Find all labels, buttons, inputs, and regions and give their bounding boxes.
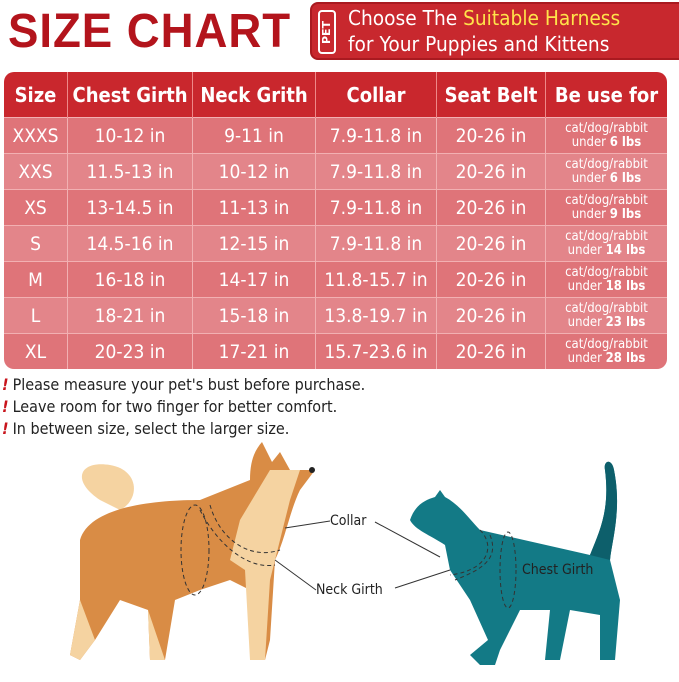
note-item: ! Leave room for two finger for better co… (2, 397, 338, 416)
table-row: XL 20-23 in 17-21 in 15.7-23.6 in 20-26 in ca… (4, 333, 667, 369)
use-weight: under 6 lbs (571, 134, 642, 150)
cell-belt: 20-26 in (436, 189, 546, 226)
cell-size: M (4, 261, 68, 298)
neck-girth-label: Neck Girth (316, 582, 383, 598)
cell-chest: 14.5-16 in (67, 225, 193, 262)
table-row: XS 13-14.5 in 11-13 in 7.9-11.8 in 20-26 in c… (4, 189, 667, 226)
table-row: XXS 11.5-13 in 10-12 in 7.9-11.8 in 20-26 in… (4, 153, 667, 190)
cell-use: cat/dog/rabbit under 14 lbs (545, 225, 667, 262)
note-item: ! In between size, select the larger size… (2, 419, 290, 438)
exclamation-icon: ! (2, 397, 9, 416)
table-row: M 16-18 in 14-17 in 11.8-15.7 in 20-26 in cat… (4, 261, 667, 298)
cell-chest: 20-23 in (67, 333, 193, 369)
cell-use: cat/dog/rabbit under 9 lbs (545, 189, 667, 226)
cell-collar: 15.7-23.6 in (315, 333, 437, 369)
column-header: Collar (315, 72, 437, 118)
cell-collar: 7.9-11.8 in (315, 117, 437, 154)
use-animals: cat/dog/rabbit (565, 192, 648, 208)
banner: PET Choose The Suitable Harness for Your… (310, 2, 679, 60)
size-table: Size Chest Girth Neck Grith Collar Seat … (4, 72, 667, 369)
cell-belt: 20-26 in (436, 333, 546, 369)
cell-neck: 11-13 in (192, 189, 316, 226)
cell-size: L (4, 297, 68, 334)
pet-badge: PET (318, 10, 336, 54)
cat-illustration (374, 461, 620, 665)
cell-chest: 11.5-13 in (67, 153, 193, 190)
column-header: Size (4, 72, 68, 118)
cell-neck: 14-17 in (192, 261, 316, 298)
cell-belt: 20-26 in (436, 297, 546, 334)
cell-chest: 18-21 in (67, 297, 193, 334)
column-header: Seat Belt (436, 72, 546, 118)
cell-belt: 20-26 in (436, 153, 546, 190)
exclamation-icon: ! (2, 419, 9, 438)
use-animals: cat/dog/rabbit (565, 264, 648, 280)
cell-neck: 15-18 in (192, 297, 316, 334)
cell-collar: 7.9-11.8 in (315, 225, 437, 262)
size-chart-title: SIZE CHART (8, 5, 292, 58)
use-weight: under 14 lbs (567, 242, 646, 258)
note-item: ! Please measure your pet's bust before p… (2, 375, 366, 394)
cell-belt: 20-26 in (436, 225, 546, 262)
cell-collar: 13.8-19.7 in (315, 297, 437, 334)
banner-highlight: Suitable Harness (463, 6, 621, 30)
use-animals: cat/dog/rabbit (565, 336, 648, 352)
cell-belt: 20-26 in (436, 261, 546, 298)
collar-label: Collar (330, 513, 367, 529)
cell-collar: 7.9-11.8 in (315, 189, 437, 226)
column-header: Neck Grith (192, 72, 316, 118)
cell-chest: 13-14.5 in (67, 189, 193, 226)
use-weight: under 18 lbs (567, 278, 646, 294)
cell-neck: 12-15 in (192, 225, 316, 262)
banner-line-2: for Your Puppies and Kittens (348, 32, 610, 56)
use-weight: under 23 lbs (567, 314, 646, 330)
cell-collar: 7.9-11.8 in (315, 153, 437, 190)
use-weight: under 28 lbs (567, 350, 646, 366)
dog-illustration (70, 442, 331, 660)
cell-use: cat/dog/rabbit under 6 lbs (545, 153, 667, 190)
use-animals: cat/dog/rabbit (565, 300, 648, 316)
cell-neck: 17-21 in (192, 333, 316, 369)
cell-use: cat/dog/rabbit under 6 lbs (545, 117, 667, 154)
cell-use: cat/dog/rabbit under 18 lbs (545, 261, 667, 298)
cell-chest: 10-12 in (67, 117, 193, 154)
cell-use: cat/dog/rabbit under 23 lbs (545, 297, 667, 334)
chest-girth-label: Chest Girth (522, 562, 594, 578)
cell-collar: 11.8-15.7 in (315, 261, 437, 298)
cell-size: XXS (4, 153, 68, 190)
table-row: L 18-21 in 15-18 in 13.8-19.7 in 20-26 in cat… (4, 297, 667, 334)
column-header: Chest Girth (67, 72, 193, 118)
use-weight: under 9 lbs (571, 206, 642, 222)
use-animals: cat/dog/rabbit (565, 228, 648, 244)
cell-size: XL (4, 333, 68, 369)
column-header: Be use for (545, 72, 667, 118)
cell-chest: 16-18 in (67, 261, 193, 298)
table-header: Size Chest Girth Neck Grith Collar Seat … (4, 72, 667, 118)
use-animals: cat/dog/rabbit (565, 120, 648, 136)
table-row: XXXS 10-12 in 9-11 in 7.9-11.8 in 20-26 in ca… (4, 117, 667, 154)
use-animals: cat/dog/rabbit (565, 156, 648, 172)
cell-use: cat/dog/rabbit under 28 lbs (545, 333, 667, 369)
cell-neck: 9-11 in (192, 117, 316, 154)
table-row: S 14.5-16 in 12-15 in 7.9-11.8 in 20-26 in ca… (4, 225, 667, 262)
cell-size: XS (4, 189, 68, 226)
cell-size: XXXS (4, 117, 68, 154)
exclamation-icon: ! (2, 375, 9, 394)
notes: ! Please measure your pet's bust before p… (2, 374, 365, 440)
banner-line-1: Choose The Suitable Harness (348, 6, 621, 30)
cell-neck: 10-12 in (192, 153, 316, 190)
cell-belt: 20-26 in (436, 117, 546, 154)
cell-size: S (4, 225, 68, 262)
use-weight: under 6 lbs (571, 170, 642, 186)
pet-measurement-illustration (70, 442, 620, 665)
